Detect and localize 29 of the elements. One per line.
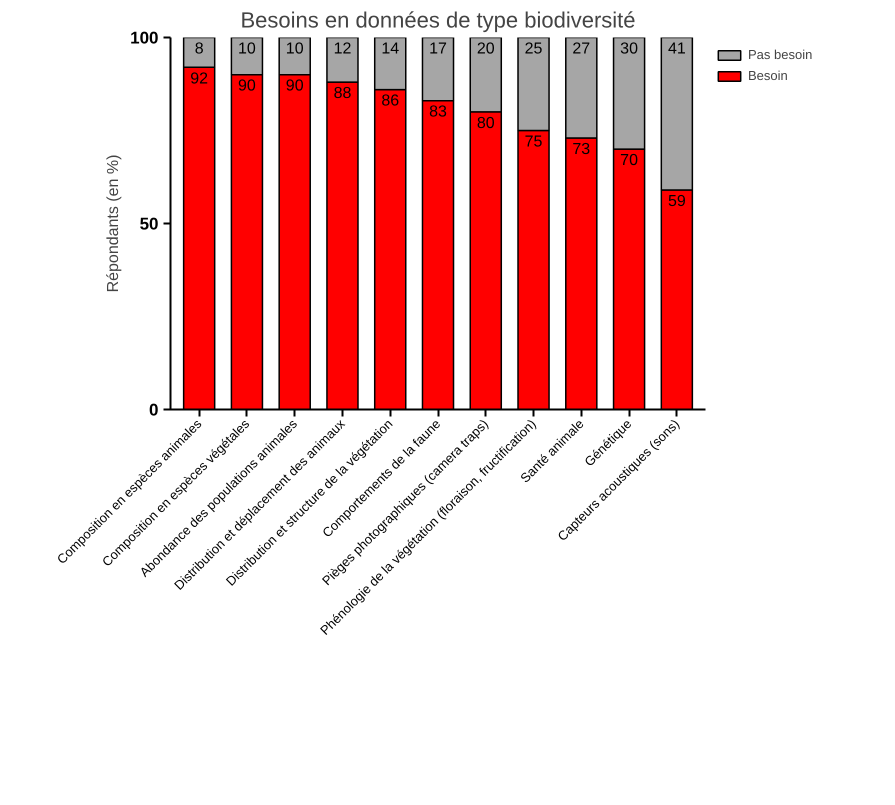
data-label: 14	[381, 40, 400, 58]
data-label: 88	[334, 85, 352, 102]
data-label: 41	[668, 40, 686, 58]
data-label: 20	[476, 40, 495, 58]
y-axis-title: Répondants (en %)	[105, 154, 122, 292]
data-label: 92	[190, 70, 208, 88]
y-tick-label: 100	[130, 28, 159, 48]
data-label: 75	[524, 134, 543, 150]
data-label: 8	[194, 40, 204, 58]
data-label: 59	[668, 193, 686, 210]
data-label: 17	[429, 40, 447, 58]
data-label: 83	[429, 104, 447, 121]
data-label: 70	[620, 152, 638, 170]
data-label: 25	[524, 40, 543, 58]
data-label: 90	[238, 78, 256, 95]
data-label: 73	[572, 140, 590, 158]
data-label: 86	[381, 92, 400, 110]
data-label: 30	[620, 40, 638, 58]
data-label: 27	[572, 40, 590, 58]
data-label: 10	[238, 40, 256, 58]
chart-title: Besoins en données de type biodiversité	[240, 8, 636, 32]
data-label: 90	[286, 78, 304, 95]
legend-label: Pas besoin	[748, 47, 812, 62]
y-tick-label: 0	[149, 400, 159, 420]
data-label: 80	[476, 114, 495, 132]
data-label: 12	[334, 40, 352, 58]
legend-label: Besoin	[748, 68, 788, 83]
y-tick-label: 50	[140, 214, 159, 234]
data-label: 10	[286, 40, 304, 58]
